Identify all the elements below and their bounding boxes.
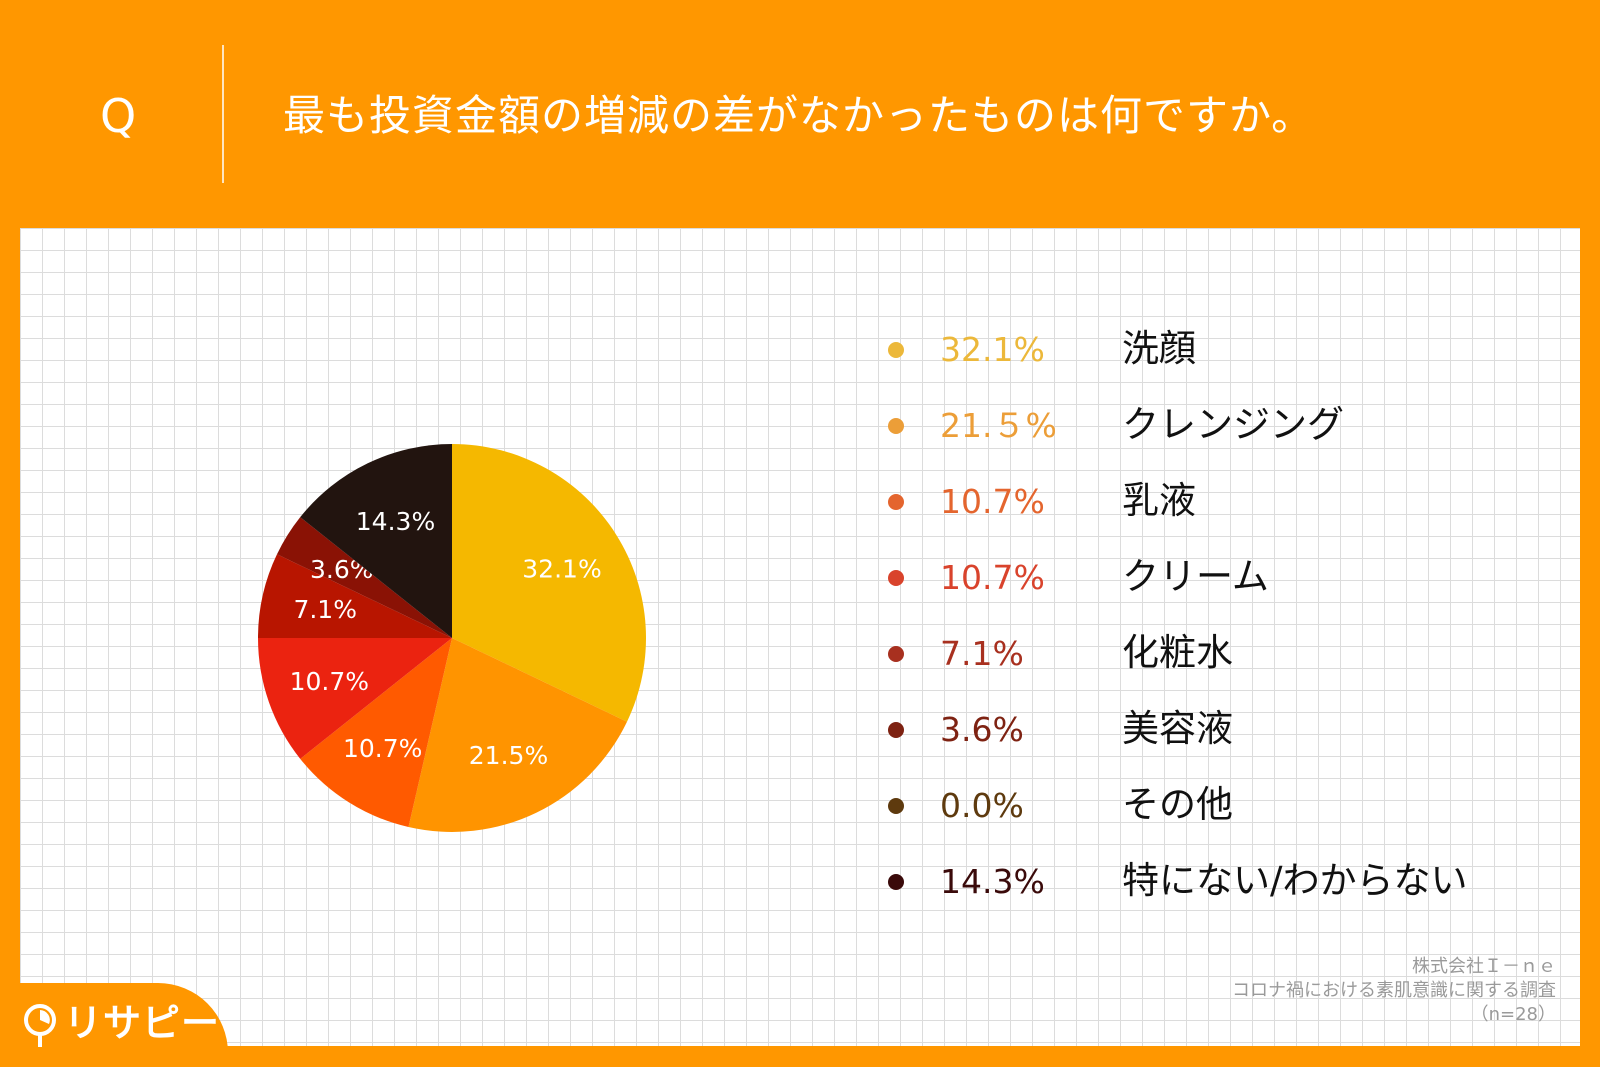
chart-panel: 32.1% 21.5% 10.7% 10.7% 7.1% 3.6% 14.3% 32.1% 洗…	[20, 228, 1580, 1046]
pie-slice-label: 14.3%	[356, 507, 435, 536]
pie-slice-label: 32.1%	[522, 555, 601, 584]
pie-slice	[276, 517, 452, 638]
legend-percentage: 10.7%	[940, 482, 1045, 521]
pie-slice	[300, 444, 452, 638]
bottom-strip	[0, 1046, 1600, 1067]
legend-dot-icon	[888, 418, 904, 434]
pie-slice	[300, 638, 452, 828]
legend-item: 21.５% クレンジング	[888, 394, 1528, 454]
legend-item: 0.0% その他	[888, 774, 1528, 834]
legend-item: 10.7% クリーム	[888, 546, 1528, 606]
pie-chart-pin-icon	[24, 1004, 56, 1047]
pie-slice-label: 21.5%	[469, 741, 548, 770]
legend-item: 32.1% 洗顔	[888, 318, 1528, 378]
legend-label: クレンジング	[1122, 403, 1344, 446]
legend-label: 洗顔	[1122, 327, 1196, 370]
legend-percentage: 0.0%	[940, 786, 1024, 825]
source-sample: （n=28）	[1470, 1004, 1556, 1025]
legend-percentage: 3.6%	[940, 710, 1024, 749]
legend-dot-icon	[888, 722, 904, 738]
pie-slice	[258, 554, 452, 638]
question-mark: Q	[100, 89, 137, 143]
question-title: 最も投資金額の増減の差がなかったものは何ですか。	[283, 91, 1315, 140]
header: Q 最も投資金額の増減の差がなかったものは何ですか。	[0, 0, 1600, 225]
legend-percentage: 21.５%	[940, 406, 1057, 445]
pie-slice-label: 7.1%	[293, 595, 357, 624]
legend-label: クリーム	[1122, 555, 1269, 598]
legend-dot-icon	[888, 874, 904, 890]
legend-dot-icon	[888, 342, 904, 358]
legend-percentage: 7.1%	[940, 634, 1024, 673]
source-company: 株式会社Ｉ－ｎｅ	[1412, 956, 1556, 977]
legend-percentage: 10.7%	[940, 558, 1045, 597]
legend-dot-icon	[888, 494, 904, 510]
legend-percentage: 32.1%	[940, 330, 1045, 369]
pie-slice-label: 10.7%	[290, 667, 369, 696]
legend-item: 10.7% 乳液	[888, 470, 1528, 530]
legend-label: 乳液	[1122, 479, 1196, 522]
legend-label: 化粧水	[1122, 631, 1233, 674]
source-note: 株式会社Ｉ－ｎｅ コロナ禍における素肌意識に関する調査 （n=28）	[1232, 955, 1556, 1027]
legend-dot-icon	[888, 646, 904, 662]
legend-label: 美容液	[1122, 707, 1233, 750]
legend-item: 3.6% 美容液	[888, 698, 1528, 758]
pie-slice-label: 10.7%	[343, 734, 422, 763]
pie-chart: 32.1%21.5%10.7%10.7%7.1%3.6%14.3%	[258, 444, 646, 833]
legend-label: 特にない/わからない	[1122, 859, 1468, 902]
legend-dot-icon	[888, 570, 904, 586]
legend-percentage: 14.3%	[940, 862, 1045, 901]
header-divider	[222, 45, 224, 183]
legend-item: 7.1% 化粧水	[888, 622, 1528, 682]
legend-label: その他	[1122, 783, 1233, 826]
pie-slice	[452, 444, 646, 722]
pie-slice	[408, 638, 628, 833]
legend-item: 14.3% 特にない/わからない	[888, 850, 1528, 910]
pie-slice	[258, 638, 452, 759]
logo-tab	[0, 983, 228, 1067]
legend-dot-icon	[888, 798, 904, 814]
brand-logo-text: リサピー	[64, 1001, 221, 1045]
source-survey: コロナ禍における素肌意識に関する調査	[1232, 980, 1556, 1001]
